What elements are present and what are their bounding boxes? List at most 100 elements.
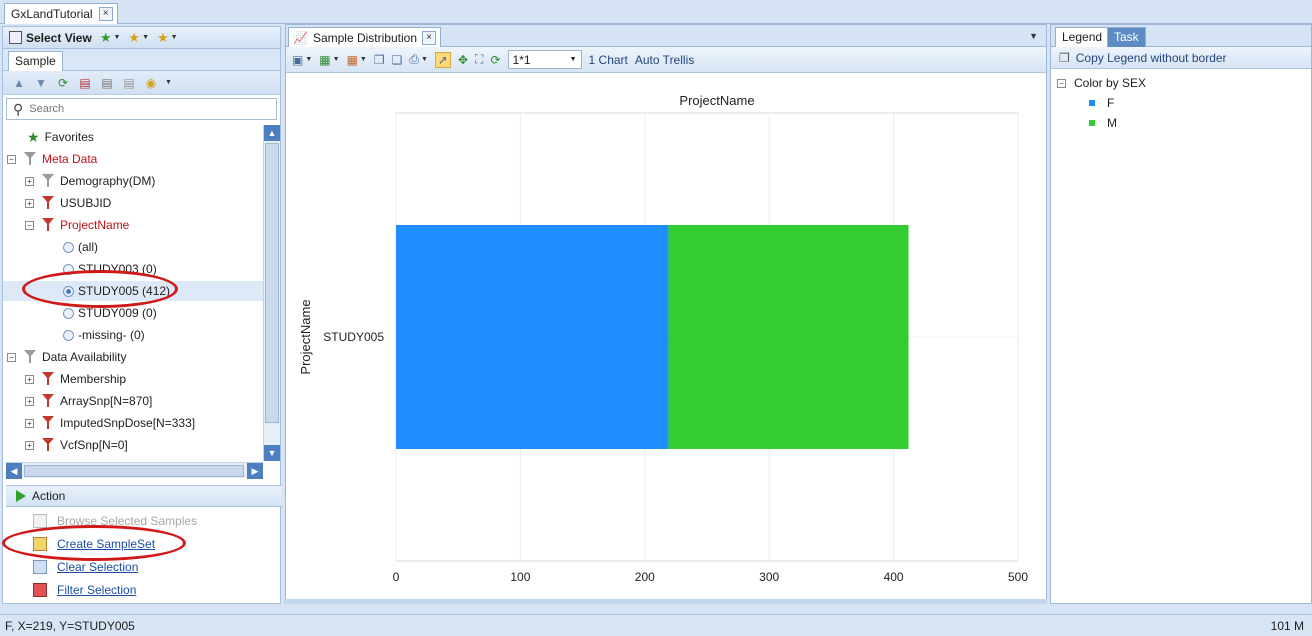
- tree-item-favorites[interactable]: ★ Favorites: [27, 127, 94, 147]
- pane-splitter[interactable]: [284, 599, 1047, 604]
- expand-icon[interactable]: +: [25, 418, 34, 428]
- export-image-icon[interactable]: ▣ ▼: [292, 52, 313, 67]
- y-axis-label: ProjectName: [298, 299, 313, 374]
- clear-selection-icon: [33, 560, 47, 574]
- tree-item-label: Data Availability: [42, 350, 127, 364]
- select-view-button[interactable]: Select View: [9, 31, 92, 45]
- legend-swatch: [1089, 100, 1095, 106]
- expand-icon[interactable]: +: [25, 374, 34, 384]
- filter-selection-link[interactable]: Filter Selection: [33, 580, 136, 600]
- filter-add-icon[interactable]: ▤: [79, 75, 91, 90]
- filter-edit-icon[interactable]: ▤: [101, 75, 113, 90]
- add-favorite-button[interactable]: ★ ▼: [99, 29, 121, 45]
- select-pointer-icon[interactable]: ➚: [434, 51, 451, 68]
- remove-favorite-button[interactable]: ★ ▼: [128, 29, 150, 45]
- tree-item-data-availability[interactable]: − Data Availability: [7, 347, 127, 367]
- radio-icon[interactable]: [63, 241, 74, 253]
- document-tab-title: GxLandTutorial: [11, 7, 93, 21]
- tree-item-meta-data[interactable]: − Meta Data: [7, 149, 97, 169]
- paste-icon[interactable]: ❏: [391, 52, 403, 67]
- tab-task[interactable]: Task: [1107, 27, 1146, 47]
- scroll-down-icon[interactable]: ▼: [264, 445, 280, 461]
- tree-item-projectname[interactable]: − ProjectName: [25, 215, 129, 235]
- pan-icon[interactable]: ✥: [457, 52, 469, 67]
- tree-item-imputedsnpdose[interactable]: + ImputedSnpDose[N=333]: [25, 413, 195, 433]
- x-tick-label: 400: [884, 570, 904, 584]
- legend-item-m[interactable]: M: [1057, 113, 1146, 133]
- radio-label: -missing- (0): [78, 328, 145, 342]
- radio-study009[interactable]: STUDY009 (0): [63, 303, 157, 323]
- clear-selection-link[interactable]: Clear Selection: [33, 557, 138, 577]
- expand-icon[interactable]: +: [25, 396, 34, 406]
- action-label: Clear Selection: [57, 560, 139, 574]
- move-down-icon[interactable]: ▼: [35, 75, 47, 90]
- tree-item-label: Favorites: [44, 130, 94, 144]
- expand-icon[interactable]: +: [25, 440, 34, 450]
- options-icon[interactable]: ◉: [145, 75, 157, 90]
- tree-item-demography[interactable]: + Demography(DM): [25, 171, 155, 191]
- expand-icon[interactable]: +: [25, 198, 34, 208]
- export-ppt-icon[interactable]: ▦ ▼: [346, 52, 367, 67]
- tree-vertical-scrollbar[interactable]: ▲ ▼: [263, 125, 280, 461]
- trellis-layout-select[interactable]: 1*1 ▼: [507, 50, 582, 69]
- scrollbar-thumb[interactable]: [265, 143, 279, 423]
- search-input[interactable]: [29, 103, 230, 115]
- filter-funnel-icon: [42, 372, 54, 386]
- radio-icon[interactable]: [63, 307, 74, 319]
- sample-tree: ★ Favorites − Meta Data + Demography(DM)…: [3, 127, 263, 463]
- export-excel-icon[interactable]: ▦ ▼: [319, 52, 340, 67]
- tree-item-vcfsnp[interactable]: + VcfSnp[N=0]: [25, 435, 128, 455]
- legend-group-sex[interactable]: − Color by SEX: [1057, 73, 1146, 93]
- search-box: ⚲: [6, 98, 277, 120]
- auto-trellis-button[interactable]: Auto Trellis: [634, 52, 695, 67]
- options-dropdown-icon[interactable]: ▼: [165, 79, 172, 86]
- zoom-fit-icon[interactable]: ⛶: [475, 52, 484, 66]
- refresh-chart-icon[interactable]: ⟳: [490, 52, 501, 67]
- refresh-icon[interactable]: ⟳: [57, 75, 69, 90]
- document-tab[interactable]: GxLandTutorial ×: [4, 3, 118, 24]
- tree-toolbar: ▲ ▼ ⟳ ▤ ▤ ▤ ◉ ▼: [3, 71, 280, 95]
- legend-group-label: Color by SEX: [1074, 76, 1147, 90]
- radio-all[interactable]: (all): [63, 237, 98, 257]
- move-up-icon[interactable]: ▲: [13, 75, 25, 90]
- collapse-icon[interactable]: −: [25, 220, 34, 230]
- filter-funnel-icon: [24, 350, 36, 364]
- collapse-icon[interactable]: −: [7, 352, 16, 362]
- sample-distribution-chart[interactable]: 0 100 200 300 400 500 ProjectName ProjectName ST…: [286, 73, 1046, 603]
- tab-list-dropdown-icon[interactable]: ▼: [1029, 31, 1038, 41]
- legend-tab-strip: Legend Task: [1051, 25, 1311, 47]
- bar-segment-m: [668, 225, 909, 449]
- tree-item-usubjid[interactable]: + USUBJID: [25, 193, 111, 213]
- legend-item-f[interactable]: F: [1057, 93, 1146, 113]
- tree-item-arraysnp[interactable]: + ArraySnp[N=870]: [25, 391, 152, 411]
- tree-item-label: Meta Data: [42, 152, 98, 166]
- scrollbar-thumb[interactable]: [24, 465, 244, 477]
- legend-swatch: [1089, 120, 1095, 126]
- print-icon[interactable]: ⎙ ▼: [409, 52, 428, 66]
- copy-legend-button[interactable]: ❐ Copy Legend without border: [1051, 47, 1311, 69]
- radio-missing[interactable]: -missing- (0): [63, 325, 145, 345]
- action-header[interactable]: Action: [6, 485, 282, 507]
- filter-remove-icon[interactable]: ▤: [123, 75, 135, 90]
- scroll-up-icon[interactable]: ▲: [264, 125, 280, 141]
- scroll-left-icon[interactable]: ◀: [6, 463, 22, 479]
- tab-legend[interactable]: Legend: [1055, 27, 1110, 47]
- copy-icon[interactable]: ❐: [373, 52, 385, 67]
- collapse-icon[interactable]: −: [1057, 78, 1066, 88]
- one-chart-button[interactable]: 1 Chart: [588, 52, 628, 67]
- filter-funnel-icon: [42, 218, 54, 232]
- filter-funnel-icon: [42, 416, 54, 430]
- collapse-icon[interactable]: −: [7, 154, 16, 164]
- tab-sample[interactable]: Sample: [8, 51, 63, 71]
- close-document-icon[interactable]: ×: [98, 7, 113, 21]
- bar-segment-f: [396, 225, 669, 449]
- radio-icon[interactable]: [63, 329, 74, 341]
- trellis-layout-value: 1*1: [512, 52, 531, 67]
- favorite-options-button[interactable]: ★ ▼: [157, 29, 178, 45]
- tree-horizontal-scrollbar[interactable]: ◀ ▶: [6, 462, 263, 479]
- close-tab-icon[interactable]: ×: [422, 30, 436, 45]
- tree-item-membership[interactable]: + Membership: [25, 369, 126, 389]
- expand-icon[interactable]: +: [25, 176, 34, 186]
- scroll-right-icon[interactable]: ▶: [247, 463, 263, 479]
- tab-sample-distribution[interactable]: 📈 Sample Distribution ×: [288, 27, 441, 47]
